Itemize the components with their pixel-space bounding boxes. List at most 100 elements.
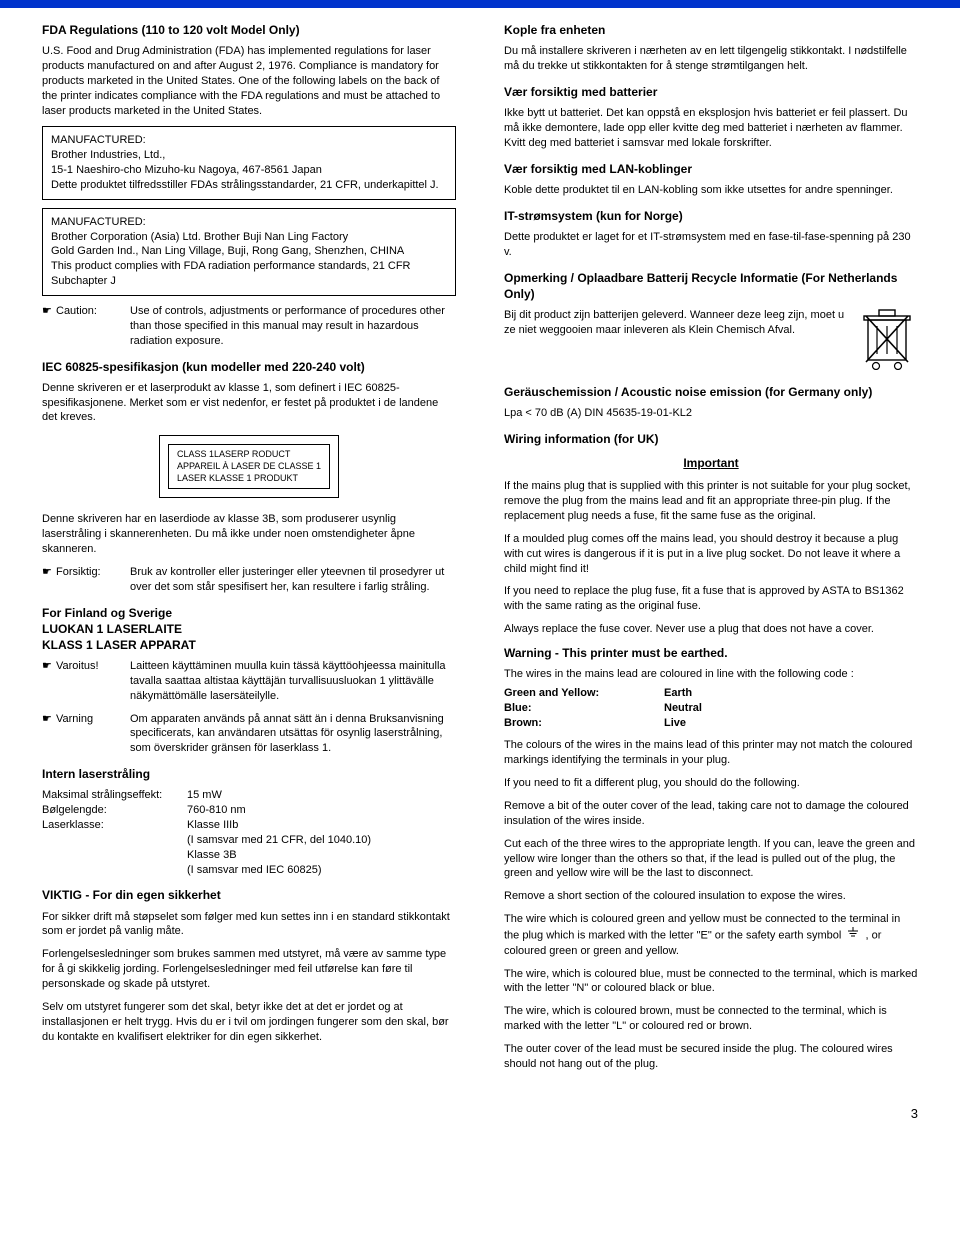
heading-it-strom: IT-strømsystem (kun for Norge) bbox=[504, 208, 918, 224]
spec-value: 15 mW bbox=[187, 788, 456, 803]
page-content: FDA Regulations (110 to 120 volt Model O… bbox=[0, 8, 960, 1100]
para-wire-intro: The wires in the mains lead are coloured… bbox=[504, 667, 918, 682]
wire-row: Blue:Neutral bbox=[504, 701, 918, 716]
para-uk-c: If you need to replace the plug fuse, fi… bbox=[504, 584, 918, 614]
forsiktig-text: Bruk av kontroller eller justeringer ell… bbox=[130, 565, 456, 595]
recycle-bin-icon bbox=[862, 308, 918, 370]
para-wire-c: Remove a bit of the outer cover of the l… bbox=[504, 799, 918, 829]
para-wire-f: The wire which is coloured green and yel… bbox=[504, 912, 918, 959]
heading-wiring-uk: Wiring information (for UK) bbox=[504, 431, 918, 447]
spec-key: Laserklasse: bbox=[42, 818, 187, 833]
spec-value: Klasse IIIb bbox=[187, 818, 456, 833]
spec-value: (I samsvar med IEC 60825) bbox=[187, 863, 456, 878]
para-laserdiode: Denne skriveren har en laserdiode av kla… bbox=[42, 512, 456, 557]
wire-colour-list: Green and Yellow:EarthBlue:NeutralBrown:… bbox=[504, 686, 918, 731]
page-number: 3 bbox=[0, 1100, 960, 1135]
caution-note: ☛ Caution: Use of controls, adjustments … bbox=[42, 304, 456, 349]
heading-netherlands: Opmerking / Oplaadbare Batterij Recycle … bbox=[504, 270, 918, 302]
heading-batterier: Vær forsiktig med batterier bbox=[504, 84, 918, 100]
spec-value: 760-810 nm bbox=[187, 803, 456, 818]
bullet-icon: ☛ bbox=[42, 712, 56, 757]
forsiktig-note: ☛ Forsiktig: Bruk av kontroller eller ju… bbox=[42, 565, 456, 595]
para-wire-h: The wire, which is coloured brown, must … bbox=[504, 1004, 918, 1034]
spec-key bbox=[42, 863, 187, 878]
spec-key bbox=[42, 848, 187, 863]
heading-acoustic: Geräuschemission / Acoustic noise emissi… bbox=[504, 384, 918, 400]
earth-symbol-icon bbox=[847, 927, 859, 944]
manufactured-box-2: MANUFACTURED: Brother Corporation (Asia)… bbox=[42, 208, 456, 296]
label-line: APPAREIL À LASER DE CLASSE 1 bbox=[177, 461, 321, 473]
para-acoustic: Lpa < 70 dB (A) DIN 45635-19-01-KL2 bbox=[504, 406, 918, 421]
manufactured-box-1: MANUFACTURED: Brother Industries, Ltd., … bbox=[42, 126, 456, 199]
spec-row: (I samsvar med IEC 60825) bbox=[42, 863, 456, 878]
heading-iec: IEC 60825-spesifikasjon (kun modeller me… bbox=[42, 359, 456, 375]
spec-key bbox=[42, 833, 187, 848]
varning-label: Varning bbox=[56, 712, 130, 757]
bullet-icon: ☛ bbox=[42, 565, 56, 595]
varoitus-text: Laitteen käyttäminen muulla kuin tässä k… bbox=[130, 659, 456, 704]
para-iec: Denne skriveren er et laserprodukt av kl… bbox=[42, 381, 456, 426]
class1-label-box: CLASS 1LASERP RODUCT APPAREIL À LASER DE… bbox=[42, 435, 456, 498]
para-kople: Du må installere skriveren i nærheten av… bbox=[504, 44, 918, 74]
spec-value: Klasse 3B bbox=[187, 848, 456, 863]
varoitus-note: ☛ Varoitus! Laitteen käyttäminen muulla … bbox=[42, 659, 456, 704]
spec-value: (I samsvar med 21 CFR, del 1040.10) bbox=[187, 833, 456, 848]
right-column: Kople fra enheten Du må installere skriv… bbox=[504, 22, 918, 1080]
para-batterier: Ikke bytt ut batteriet. Det kan oppstå e… bbox=[504, 106, 918, 151]
para-wire-g: The wire, which is coloured blue, must b… bbox=[504, 967, 918, 997]
recycle-block: Bij dit product zijn batterijen geleverd… bbox=[504, 308, 918, 370]
spec-row: (I samsvar med 21 CFR, del 1040.10) bbox=[42, 833, 456, 848]
wire-row: Brown:Live bbox=[504, 716, 918, 731]
wire-colour: Green and Yellow: bbox=[504, 686, 664, 701]
wire-row: Green and Yellow:Earth bbox=[504, 686, 918, 701]
para-viktig-c: Selv om utstyret fungerer som det skal, … bbox=[42, 1000, 456, 1045]
wire-terminal: Live bbox=[664, 716, 686, 731]
varoitus-label: Varoitus! bbox=[56, 659, 130, 704]
heading-warning-earthed: Warning - This printer must be earthed. bbox=[504, 645, 918, 661]
wire-colour: Blue: bbox=[504, 701, 664, 716]
heading-finland-1: For Finland og Sverige bbox=[42, 605, 456, 621]
wire-colour: Brown: bbox=[504, 716, 664, 731]
heading-viktig: VIKTIG - For din egen sikkerhet bbox=[42, 887, 456, 903]
wire-terminal: Neutral bbox=[664, 701, 702, 716]
heading-lan: Vær forsiktig med LAN-koblinger bbox=[504, 161, 918, 177]
para-wire-e: Remove a short section of the coloured i… bbox=[504, 889, 918, 904]
para-uk-a: If the mains plug that is supplied with … bbox=[504, 479, 918, 524]
important-label: Important bbox=[504, 455, 918, 471]
spec-row: Maksimal strålingseffekt:15 mW bbox=[42, 788, 456, 803]
para-wire-d: Cut each of the three wires to the appro… bbox=[504, 837, 918, 882]
para-uk-d: Always replace the fuse cover. Never use… bbox=[504, 622, 918, 637]
para-wire-a: The colours of the wires in the mains le… bbox=[504, 738, 918, 768]
para-netherlands: Bij dit product zijn batterijen geleverd… bbox=[504, 308, 850, 370]
para-it-strom: Dette produktet er laget for et IT-strøm… bbox=[504, 230, 918, 260]
heading-intern-laser: Intern laserstråling bbox=[42, 766, 456, 782]
para-uk-b: If a moulded plug comes off the mains le… bbox=[504, 532, 918, 577]
forsiktig-label: Forsiktig: bbox=[56, 565, 130, 595]
left-column: FDA Regulations (110 to 120 volt Model O… bbox=[42, 22, 456, 1080]
spec-row: Laserklasse:Klasse IIIb bbox=[42, 818, 456, 833]
para-fda: U.S. Food and Drug Administration (FDA) … bbox=[42, 44, 456, 118]
wire-terminal: Earth bbox=[664, 686, 692, 701]
spec-table: Maksimal strålingseffekt:15 mWBølgelengd… bbox=[42, 788, 456, 877]
heading-fda: FDA Regulations (110 to 120 volt Model O… bbox=[42, 22, 456, 38]
bullet-icon: ☛ bbox=[42, 659, 56, 704]
para-wire-b: If you need to fit a different plug, you… bbox=[504, 776, 918, 791]
bullet-icon: ☛ bbox=[42, 304, 56, 349]
spec-key: Maksimal strålingseffekt: bbox=[42, 788, 187, 803]
spec-key: Bølgelengde: bbox=[42, 803, 187, 818]
top-bar bbox=[0, 0, 960, 8]
para-wire-i: The outer cover of the lead must be secu… bbox=[504, 1042, 918, 1072]
label-line: CLASS 1LASERP RODUCT bbox=[177, 449, 321, 461]
varning-text: Om apparaten används på annat sätt än i … bbox=[130, 712, 456, 757]
heading-finland-3: KLASS 1 LASER APPARAT bbox=[42, 637, 456, 653]
caution-text: Use of controls, adjustments or performa… bbox=[130, 304, 456, 349]
heading-kople: Kople fra enheten bbox=[504, 22, 918, 38]
heading-finland-2: LUOKAN 1 LASERLAITE bbox=[42, 621, 456, 637]
caution-label: Caution: bbox=[56, 304, 130, 349]
label-line: LASER KLASSE 1 PRODUKT bbox=[177, 473, 321, 485]
spec-row: Bølgelengde:760-810 nm bbox=[42, 803, 456, 818]
para-viktig-a: For sikker drift må støpselet som følger… bbox=[42, 910, 456, 940]
spec-row: Klasse 3B bbox=[42, 848, 456, 863]
varning-note: ☛ Varning Om apparaten används på annat … bbox=[42, 712, 456, 757]
para-lan: Koble dette produktet til en LAN-kobling… bbox=[504, 183, 918, 198]
